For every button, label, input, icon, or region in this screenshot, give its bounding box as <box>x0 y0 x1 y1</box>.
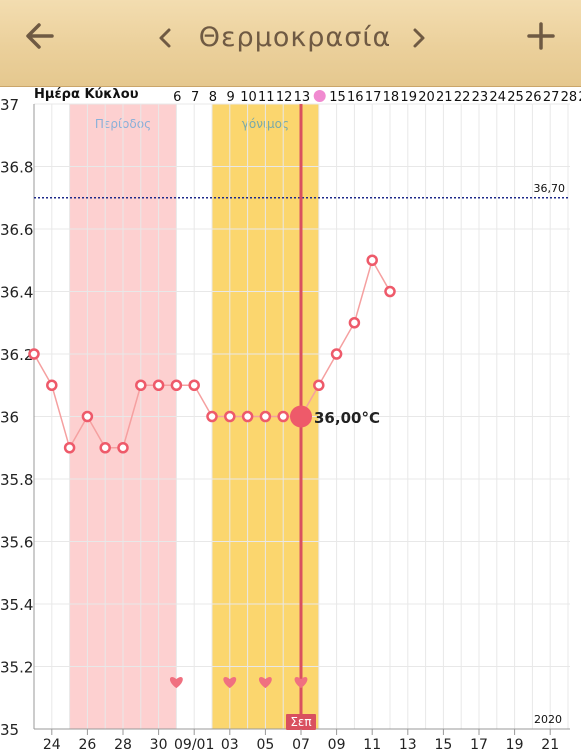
x-tick-label: 09/01 <box>174 737 214 750</box>
x-tick-label: 17 <box>470 737 488 750</box>
temperature-point[interactable] <box>63 442 76 454</box>
cycle-day-tick: 24 <box>489 90 506 105</box>
x-tick-label: 28 <box>114 737 132 750</box>
cycle-day-tick: 20 <box>418 90 435 105</box>
cycle-day-tick: 17 <box>365 90 382 105</box>
app-header: Θερμοκρασία <box>0 0 581 87</box>
x-tick-label: 03 <box>221 737 239 750</box>
temperature-point[interactable] <box>46 379 58 391</box>
cycle-day-tick: 13 <box>294 90 311 105</box>
temperature-point[interactable] <box>366 254 378 266</box>
cycle-day-tick: 19 <box>400 90 417 105</box>
threshold-label: 36,70 <box>534 182 566 195</box>
cycle-day-tick: 11 <box>258 90 275 105</box>
y-tick-label: 35 <box>0 721 19 739</box>
x-tick-label: 21 <box>541 737 559 750</box>
temperature-point[interactable] <box>206 410 218 423</box>
cycle-day-tick: 28 <box>561 90 578 105</box>
year-label: 2020 <box>534 713 562 726</box>
temperature-point[interactable] <box>330 348 343 360</box>
cycle-day-tick: 12 <box>276 90 293 105</box>
page-title: Θερμοκρασία <box>198 22 392 53</box>
title-group: Θερμοκρασία <box>150 20 440 60</box>
temperature-point[interactable] <box>313 379 325 391</box>
cycle-day-tick: 29 <box>578 90 581 105</box>
cycle-day-tick: 25 <box>507 90 524 105</box>
selected-temperature-point[interactable] <box>290 405 312 428</box>
cycle-day-label: Ημέρα Κύκλου <box>34 87 139 102</box>
next-button[interactable] <box>410 26 428 50</box>
temperature-point[interactable] <box>135 379 147 391</box>
arrow-left-icon <box>26 23 54 49</box>
cycle-day-tick: 18 <box>383 90 400 105</box>
x-tick-label: 05 <box>256 737 274 750</box>
temperature-point[interactable] <box>152 379 165 391</box>
cycle-day-tick: 10 <box>240 90 257 105</box>
prev-button[interactable] <box>156 26 174 50</box>
chevron-left-icon <box>159 28 171 48</box>
cycle-day-tick: 15 <box>329 90 346 105</box>
temperature-point[interactable] <box>259 410 272 423</box>
temperature-point[interactable] <box>384 285 396 298</box>
cycle-day-tick: 8 <box>209 90 217 105</box>
add-button[interactable] <box>523 18 559 54</box>
selected-temperature-readout: 36,00°C <box>314 409 380 427</box>
cycle-day-tick: 9 <box>227 90 235 105</box>
cycle-day-tick: 26 <box>525 90 542 105</box>
x-tick-label: 30 <box>150 737 168 750</box>
selected-month-label: Σεπ <box>290 715 311 729</box>
y-tick-label: 36.4 <box>0 284 33 302</box>
y-tick-label: 35.8 <box>0 471 33 489</box>
x-tick-label: 15 <box>434 737 452 750</box>
y-tick-label: 35.4 <box>0 596 33 614</box>
temperature-point[interactable] <box>170 379 183 391</box>
heart-icon <box>294 677 308 689</box>
temperature-point[interactable] <box>81 410 94 423</box>
cycle-day-tick: 6 <box>173 90 181 105</box>
cycle-day-tick: 21 <box>436 90 453 105</box>
cycle-day-tick: 23 <box>472 90 489 105</box>
y-tick-label: 37 <box>0 96 19 114</box>
y-tick-label: 35.2 <box>0 659 33 677</box>
y-tick-label: 36.2 <box>0 346 33 364</box>
x-tick-label: 07 <box>292 737 310 750</box>
x-tick-label: 09 <box>328 737 346 750</box>
back-button[interactable] <box>22 18 58 54</box>
temperature-point[interactable] <box>277 410 289 423</box>
ovulation-marker-icon <box>313 90 326 102</box>
temperature-point[interactable] <box>99 442 111 454</box>
y-tick-label: 35.6 <box>0 534 33 552</box>
x-tick-label: 13 <box>399 737 417 750</box>
y-tick-label: 36 <box>0 409 19 427</box>
heart-icon <box>258 677 272 689</box>
temperature-point[interactable] <box>348 317 361 329</box>
heart-icon <box>169 677 183 689</box>
heart-icon <box>223 677 237 689</box>
temperature-point[interactable] <box>188 379 200 391</box>
temperature-point[interactable] <box>117 442 129 454</box>
plus-icon <box>527 22 555 50</box>
y-tick-label: 36.6 <box>0 221 33 239</box>
cycle-day-tick: 22 <box>454 90 471 105</box>
x-tick-label: 24 <box>43 737 61 750</box>
x-tick-label: 19 <box>506 737 524 750</box>
y-tick-label: 36.8 <box>0 159 33 177</box>
x-tick-label: 26 <box>78 737 96 750</box>
cycle-day-tick: 7 <box>191 90 199 105</box>
cycle-day-tick: 16 <box>347 90 364 105</box>
x-tick-label: 11 <box>363 737 381 750</box>
chevron-right-icon <box>413 28 425 48</box>
temperature-point[interactable] <box>28 348 40 360</box>
selected-month-tag <box>286 714 316 730</box>
temperature-point[interactable] <box>224 410 236 423</box>
temperature-chart[interactable]: Περίοδος γόνιμος3535.235.435.635.83636.23… <box>0 86 581 750</box>
cycle-day-tick: 27 <box>543 90 560 105</box>
temperature-point[interactable] <box>241 410 254 423</box>
